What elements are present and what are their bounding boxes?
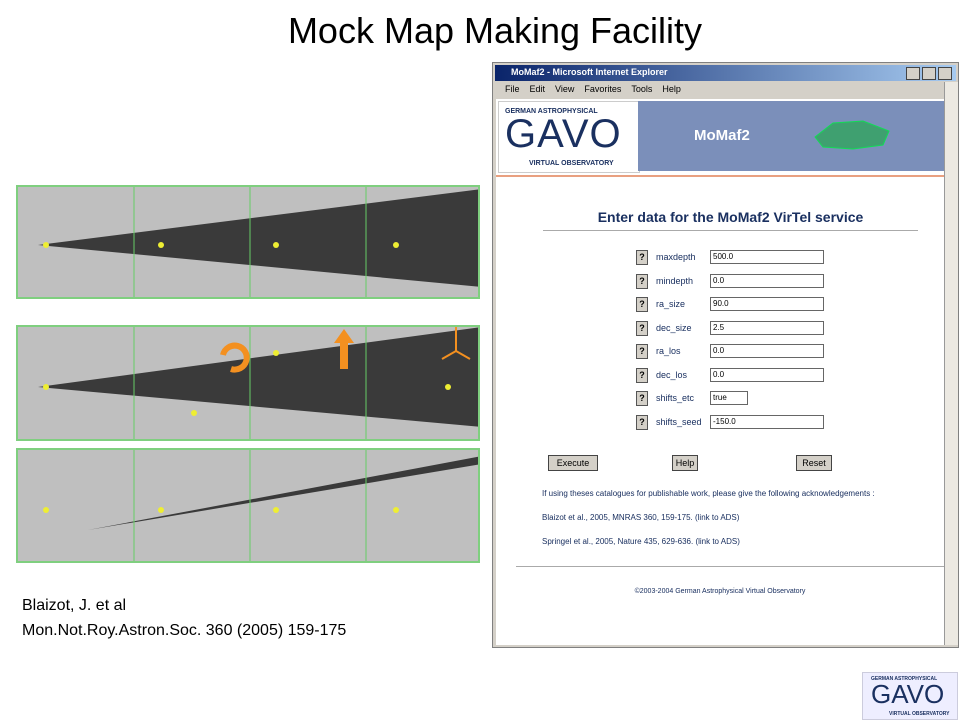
menu-item[interactable]: Help xyxy=(662,84,681,94)
text-input[interactable]: -150.0 xyxy=(710,414,824,429)
text-input[interactable]: 500.0 xyxy=(710,250,824,264)
citation-author: Blaizot, J. et al xyxy=(22,597,127,614)
acknowledgement: If using theses catalogues for publishab… xyxy=(542,489,875,498)
field-name: shifts_seed xyxy=(656,416,702,427)
field-name: mindepth xyxy=(656,275,694,286)
title-bar: MoMaf2 - Microsoft Internet Explorer xyxy=(495,65,956,81)
text-input[interactable]: 2.5 xyxy=(710,320,824,335)
menu-bar: File Edit View Favorites Tools Help xyxy=(505,84,681,94)
help-button[interactable]: ? xyxy=(636,320,648,336)
field-name: ra_size xyxy=(656,299,686,309)
minimize[interactable] xyxy=(906,67,920,80)
form-heading: Enter data for the MoMaf2 VirTel service xyxy=(597,209,864,225)
logo-main: GAVO xyxy=(871,679,945,709)
button[interactable]: Execute xyxy=(548,455,598,471)
scrollbar[interactable] xyxy=(944,82,958,645)
help-button[interactable]: ? xyxy=(636,414,648,430)
field-name: dec_size xyxy=(656,322,692,333)
sim-panel xyxy=(16,185,480,299)
sim-panel xyxy=(16,325,480,441)
help-button[interactable]: ? xyxy=(636,391,648,406)
page-viewport: GERMAN ASTROPHYSICAL GAVO VIRTUAL OBSERV… xyxy=(496,99,944,645)
sim-image xyxy=(38,327,478,439)
menu-item[interactable]: View xyxy=(555,84,575,94)
citation-journal: Mon.Not.Roy.Astron.Soc. 360 (2005) 159-1… xyxy=(22,622,347,639)
gavo-logo: GERMAN ASTROPHYSICAL GAVO VIRTUAL OBSERV… xyxy=(498,101,640,173)
logo-bottom: VIRTUAL OBSERVATORY xyxy=(889,711,950,717)
reference[interactable]: Springel et al., 2005, Nature 435, 629-6… xyxy=(542,537,740,546)
field-name: maxdepth xyxy=(656,252,696,262)
help-button[interactable]: ? xyxy=(636,250,648,265)
button[interactable]: Help xyxy=(672,455,698,471)
service-name: MoMaf2 xyxy=(694,127,750,144)
field-name: shifts_etc xyxy=(656,393,695,403)
logo-top: GERMAN ASTROPHYSICAL xyxy=(871,676,938,682)
header-rule xyxy=(496,175,944,177)
reference[interactable]: Blaizot et al., 2005, MNRAS 360, 159-175… xyxy=(542,513,740,522)
logo-bottom: VIRTUAL OBSERVATORY xyxy=(529,160,614,167)
help-button[interactable]: ? xyxy=(636,344,648,359)
menu-item[interactable]: Tools xyxy=(631,84,653,94)
sim-image xyxy=(43,450,478,561)
field-name: ra_los xyxy=(656,346,681,356)
help-button[interactable]: ? xyxy=(636,297,648,312)
footer: ©2003-2004 German Astrophysical Virtual … xyxy=(634,588,806,595)
text-input[interactable]: 0.0 xyxy=(710,273,824,288)
corner-logo: GERMAN ASTROPHYSICAL GAVO VIRTUAL OBSERV… xyxy=(862,672,958,720)
text-input[interactable]: 90.0 xyxy=(710,297,824,311)
header-band: MoMaf2 xyxy=(638,101,944,171)
menu-item[interactable]: File xyxy=(505,84,520,94)
text-input[interactable]: 0.0 xyxy=(710,344,824,358)
text-input[interactable]: 0.0 xyxy=(710,367,824,382)
field-name: dec_los xyxy=(656,369,688,380)
logo-top: GERMAN ASTROPHYSICAL xyxy=(505,108,598,115)
window-title: MoMaf2 - Microsoft Internet Explorer xyxy=(511,67,668,77)
menu-item[interactable]: Favorites xyxy=(584,84,622,94)
maximize[interactable] xyxy=(922,67,936,80)
sim-panel xyxy=(16,448,480,563)
browser-window: MoMaf2 - Microsoft Internet Explorer Fil… xyxy=(492,62,959,648)
sim-image xyxy=(38,187,478,297)
help-button[interactable]: ? xyxy=(636,273,648,289)
logo-main: GAVO xyxy=(505,112,622,156)
window-controls xyxy=(906,67,952,80)
footer-rule xyxy=(516,566,944,567)
slide-title: Mock Map Making Facility xyxy=(287,10,703,51)
heading-rule xyxy=(543,230,918,231)
help-button[interactable]: ? xyxy=(636,367,648,383)
service-icon xyxy=(814,120,890,150)
select[interactable]: true xyxy=(710,391,748,405)
menu-item[interactable]: Edit xyxy=(529,84,546,94)
button[interactable]: Reset xyxy=(796,455,832,471)
close[interactable] xyxy=(938,67,952,80)
